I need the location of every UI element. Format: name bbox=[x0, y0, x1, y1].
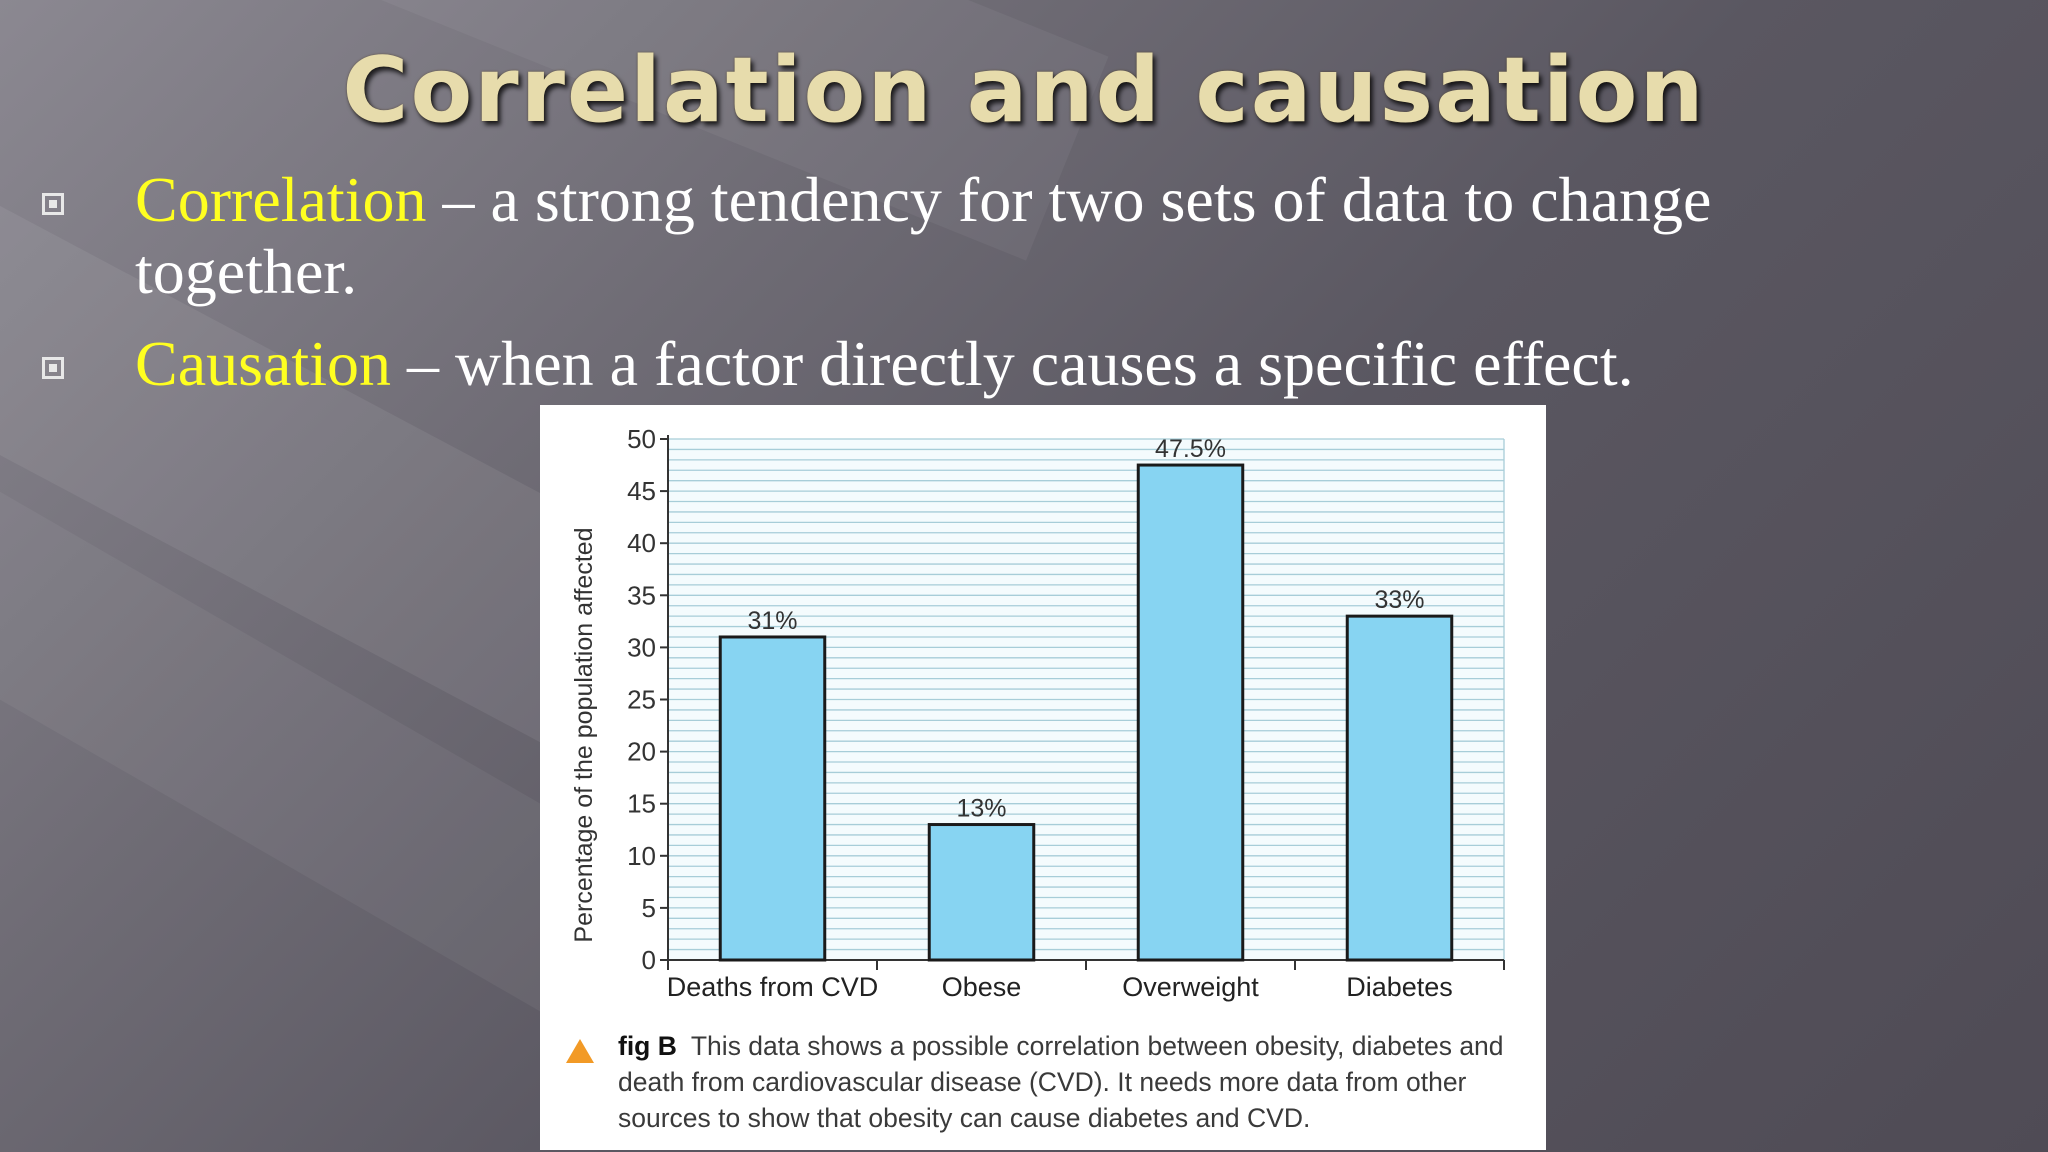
bar-chart: 0 5 10 15 20 25 30 35 40 45 50 31% Deaths from CVD 13… bbox=[570, 424, 1505, 1002]
slide-title: Correlation and causation bbox=[342, 38, 1706, 143]
y-tick-label: 20 bbox=[627, 737, 656, 767]
y-tick-label: 5 bbox=[642, 893, 656, 923]
y-tick-label: 50 bbox=[627, 424, 656, 454]
y-tick-label: 0 bbox=[642, 945, 656, 975]
y-tick-label: 35 bbox=[627, 580, 656, 610]
y-tick-label: 15 bbox=[627, 789, 656, 819]
bar-value-label: 47.5% bbox=[1155, 435, 1226, 463]
definition-correlation: – a strong tendency for two sets of data… bbox=[135, 164, 1712, 307]
caption-label: fig B bbox=[618, 1031, 677, 1061]
square-bullet-icon bbox=[42, 357, 70, 385]
y-tick-label: 25 bbox=[627, 685, 656, 715]
x-category-label: Diabetes bbox=[1346, 972, 1453, 1002]
x-category-label: Obese bbox=[942, 972, 1022, 1002]
bullet-correlation: Correlation – a strong tendency for two … bbox=[135, 164, 1835, 308]
figure-panel: 0 5 10 15 20 25 30 35 40 45 50 31% Deaths from CVD 13… bbox=[540, 405, 1546, 1150]
bar-value-label: 13% bbox=[956, 795, 1006, 823]
x-category-label: Deaths from CVD bbox=[667, 972, 879, 1002]
y-tick-label: 45 bbox=[627, 476, 656, 506]
bar-diabetes bbox=[1345, 614, 1454, 962]
definition-causation: – when a factor directly causes a specif… bbox=[390, 328, 1634, 399]
x-category-label: Overweight bbox=[1122, 972, 1259, 1002]
square-bullet-icon bbox=[42, 193, 70, 221]
bar-obese bbox=[927, 823, 1036, 962]
y-tick-label: 40 bbox=[627, 528, 656, 558]
term-correlation: Correlation bbox=[135, 164, 427, 235]
bar-value-label: 33% bbox=[1374, 586, 1424, 614]
bar-deaths-from-cvd bbox=[718, 635, 827, 962]
term-causation: Causation bbox=[135, 328, 391, 399]
y-axis-label: Percentage of the population affected bbox=[570, 527, 598, 942]
y-tick-label: 10 bbox=[627, 841, 656, 871]
bar-overweight bbox=[1136, 463, 1245, 962]
bullet-causation: Causation – when a factor directly cause… bbox=[135, 328, 1985, 400]
triangle-marker-icon bbox=[566, 1039, 594, 1063]
y-tick-label: 30 bbox=[627, 632, 656, 662]
bar-value-label: 31% bbox=[747, 607, 797, 635]
caption-text: This data shows a possible correlation b… bbox=[618, 1031, 1504, 1133]
figure-caption: fig B This data shows a possible correlat… bbox=[618, 1028, 1538, 1136]
